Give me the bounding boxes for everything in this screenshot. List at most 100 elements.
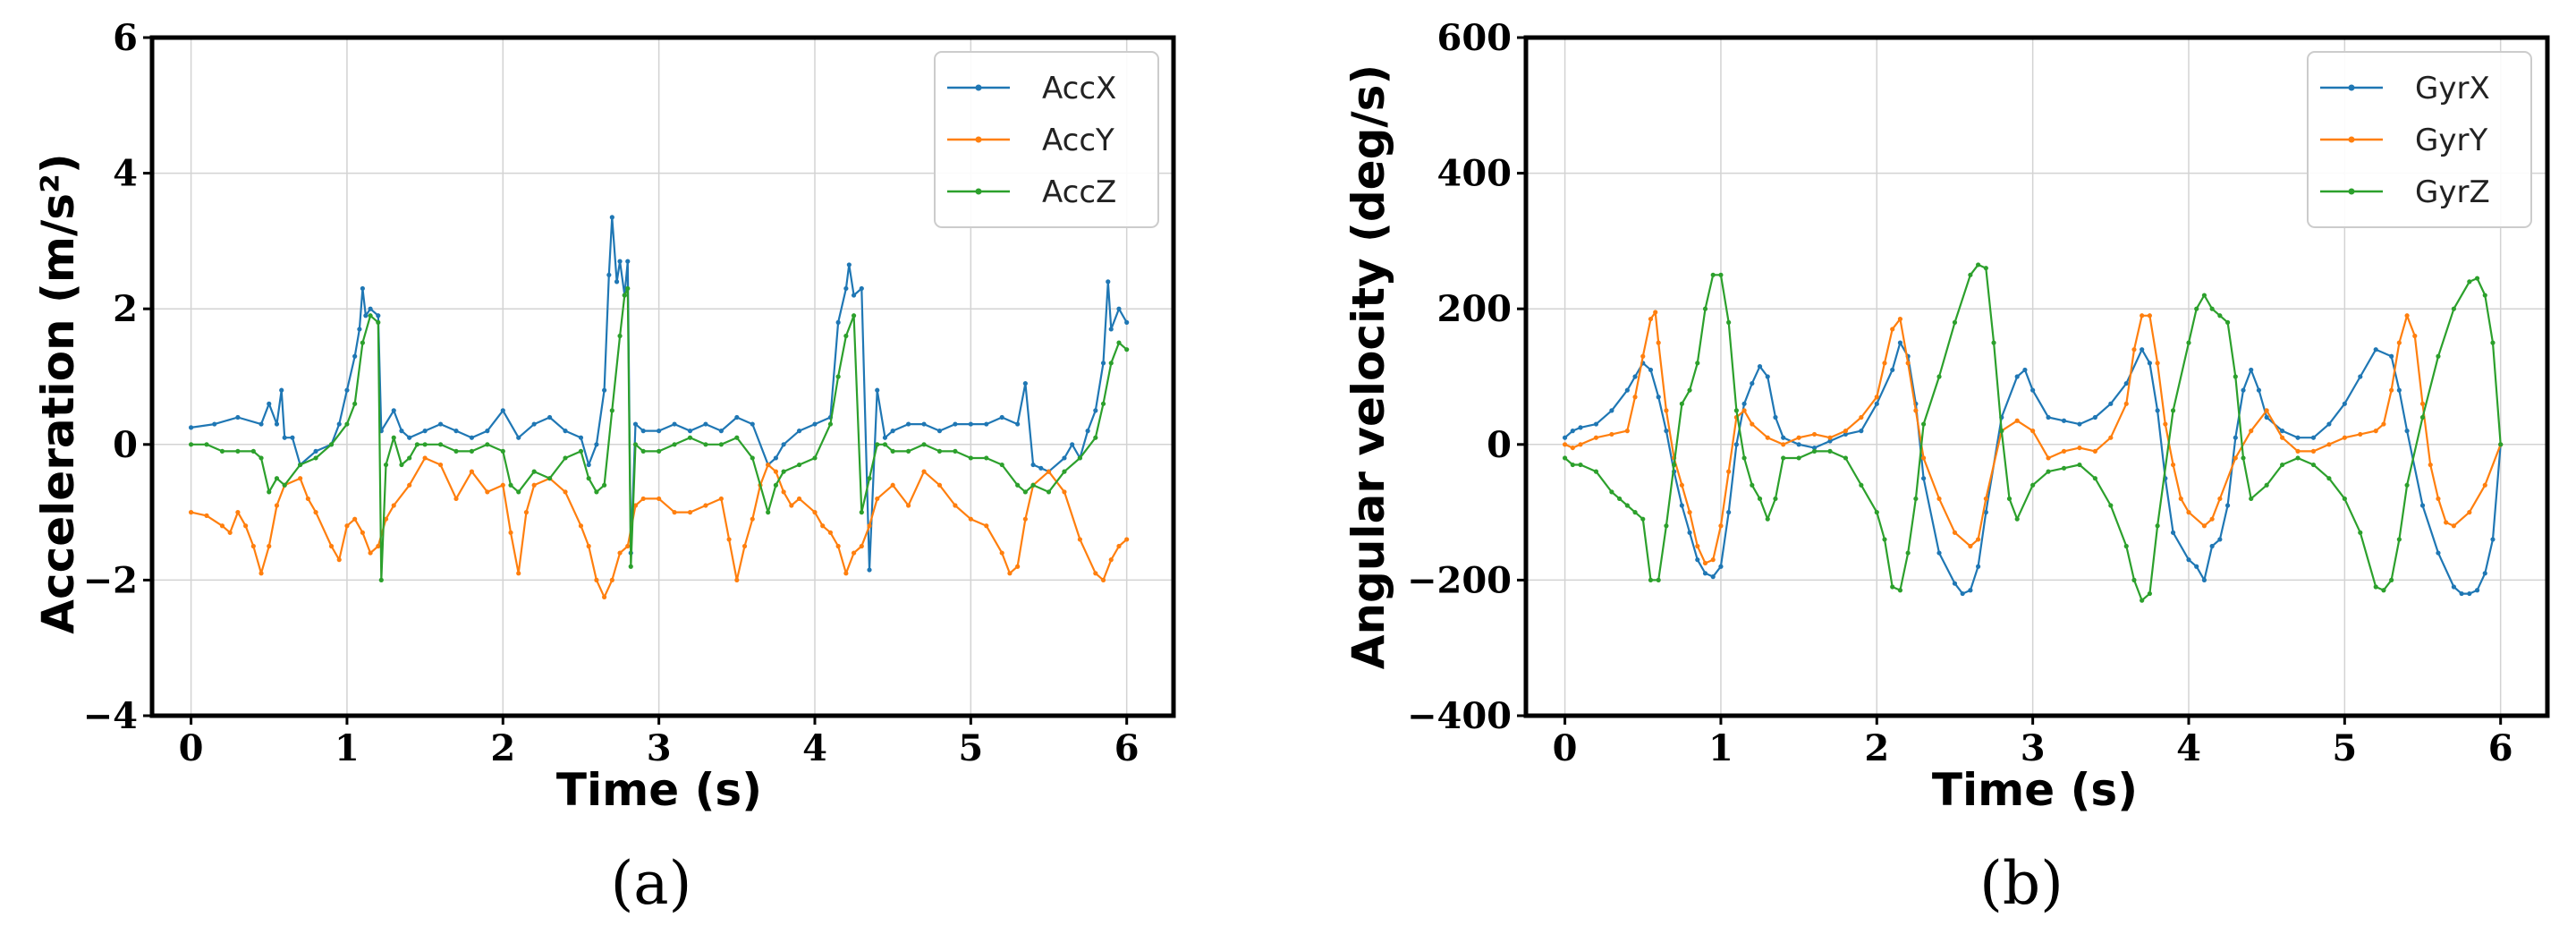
data-point-gyry <box>1593 435 1599 440</box>
y-axis-title-angular-velocity: Angular velocity (deg/s) <box>1343 64 1394 670</box>
data-point-accy <box>305 496 310 502</box>
data-point-gyrx <box>1976 564 1981 569</box>
data-point-accx <box>1022 380 1028 386</box>
x-tick-label: 5 <box>2332 727 2357 769</box>
legend-marker-accz <box>975 188 982 195</box>
x-axis-title-acceleration: Time (s) <box>556 764 762 816</box>
data-point-accy <box>617 550 623 556</box>
data-point-accy <box>360 530 365 535</box>
data-point-gyry <box>2310 448 2317 454</box>
data-point-gyry <box>1718 523 1724 529</box>
chart-acceleration: 0 1 2 3 4 5 6 −4 −2 0 2 4 6 AccX AccY AccZ Time (s) Acc… <box>32 17 1176 918</box>
data-point-gyrz <box>2006 496 2012 502</box>
data-point-gyry <box>1726 469 1732 474</box>
data-point-gyrz <box>1570 462 1575 468</box>
data-point-gyrz <box>2373 584 2378 590</box>
data-point-gyrx <box>2249 367 2254 373</box>
data-point-accx <box>235 414 241 420</box>
data-point-accz <box>1108 361 1114 366</box>
data-point-gyrx <box>1695 557 1700 563</box>
legend-marker-accy <box>975 136 982 143</box>
data-point-accx <box>360 285 365 292</box>
y-tick-label: 6 <box>113 17 138 59</box>
data-point-gyrz <box>2092 476 2097 481</box>
data-point-accy <box>766 462 771 468</box>
data-point-accx <box>188 425 194 430</box>
data-point-gyry <box>2412 333 2418 339</box>
data-point-gyrx <box>1726 510 1732 515</box>
x-tick-label: 1 <box>335 727 360 769</box>
data-point-gyrz <box>2482 293 2487 298</box>
data-point-accz <box>594 489 599 495</box>
data-point-accz <box>859 510 864 515</box>
data-point-accx <box>875 387 880 393</box>
data-point-accy <box>835 543 841 549</box>
data-point-gyry <box>1781 442 1786 447</box>
data-point-gyry <box>1843 429 1849 434</box>
data-point-gyry <box>2140 313 2145 318</box>
data-point-accx <box>1030 462 1036 468</box>
data-point-accy <box>875 496 880 502</box>
data-point-accx <box>640 429 646 434</box>
data-point-accz <box>609 408 614 413</box>
data-point-accy <box>968 516 973 522</box>
data-point-gyry <box>1695 543 1700 549</box>
data-point-gyrz <box>1695 361 1700 366</box>
data-point-gyrz <box>1811 448 1818 454</box>
data-point-gyry <box>2295 448 2301 454</box>
data-point-accx <box>1015 421 1021 427</box>
data-point-accz <box>781 469 786 474</box>
data-point-accy <box>258 571 264 576</box>
data-point-accz <box>391 435 396 440</box>
data-point-gyrx <box>2326 421 2332 427</box>
data-point-accz <box>882 442 888 447</box>
data-point-gyrx <box>1710 574 1716 580</box>
data-point-gyrx <box>1952 581 1958 586</box>
data-point-accx <box>1085 429 1090 434</box>
data-point-gyry <box>2419 401 2426 406</box>
data-point-gyrz <box>2295 455 2301 461</box>
data-point-accz <box>1046 489 1052 495</box>
legend-marker-gyrx <box>2348 84 2355 91</box>
data-point-gyrx <box>2201 577 2207 583</box>
data-point-gyrz <box>2194 306 2199 311</box>
data-point-accz <box>547 476 553 481</box>
data-point-accx <box>687 429 693 434</box>
data-point-accz <box>1093 435 1098 440</box>
data-point-gyry <box>2170 462 2176 468</box>
data-point-accx <box>1100 361 1106 366</box>
data-point-gyry <box>1952 530 1958 535</box>
data-point-accz <box>766 510 771 515</box>
data-point-accz <box>875 442 880 447</box>
data-point-gyry <box>1905 361 1911 366</box>
data-point-gyrz <box>1617 496 1623 502</box>
data-point-accy <box>336 557 342 563</box>
data-point-gyrz <box>1920 421 1927 427</box>
data-point-gyry <box>2451 523 2456 529</box>
data-point-gyrx <box>1773 414 1778 420</box>
data-point-gyrx <box>1656 395 1661 400</box>
data-point-gyrz <box>2396 537 2402 542</box>
data-point-gyrx <box>2077 421 2082 427</box>
data-point-gyrx <box>2014 374 2020 379</box>
data-point-accx <box>851 293 857 298</box>
data-point-gyrx <box>2295 435 2301 440</box>
data-point-accx <box>796 429 802 434</box>
data-point-gyrz <box>2201 293 2207 298</box>
data-point-gyry <box>2201 523 2207 529</box>
legend-angular-velocity: GyrX GyrY GyrZ <box>2307 51 2532 228</box>
data-point-accy <box>1062 489 1067 495</box>
data-point-accz <box>1022 489 1028 495</box>
data-point-accz <box>516 489 521 495</box>
data-point-accz <box>407 455 412 461</box>
data-point-accy <box>328 543 335 549</box>
data-point-accx <box>313 448 318 454</box>
legend-label-accz: AccZ <box>1042 174 1116 210</box>
data-point-gyrz <box>2490 340 2496 345</box>
data-point-accx <box>547 414 553 420</box>
data-point-gyrz <box>1991 340 1996 345</box>
data-point-accz <box>376 319 381 325</box>
data-point-accx <box>968 421 973 427</box>
data-point-gyrz <box>2224 319 2231 325</box>
data-point-gyry <box>1562 442 1568 447</box>
